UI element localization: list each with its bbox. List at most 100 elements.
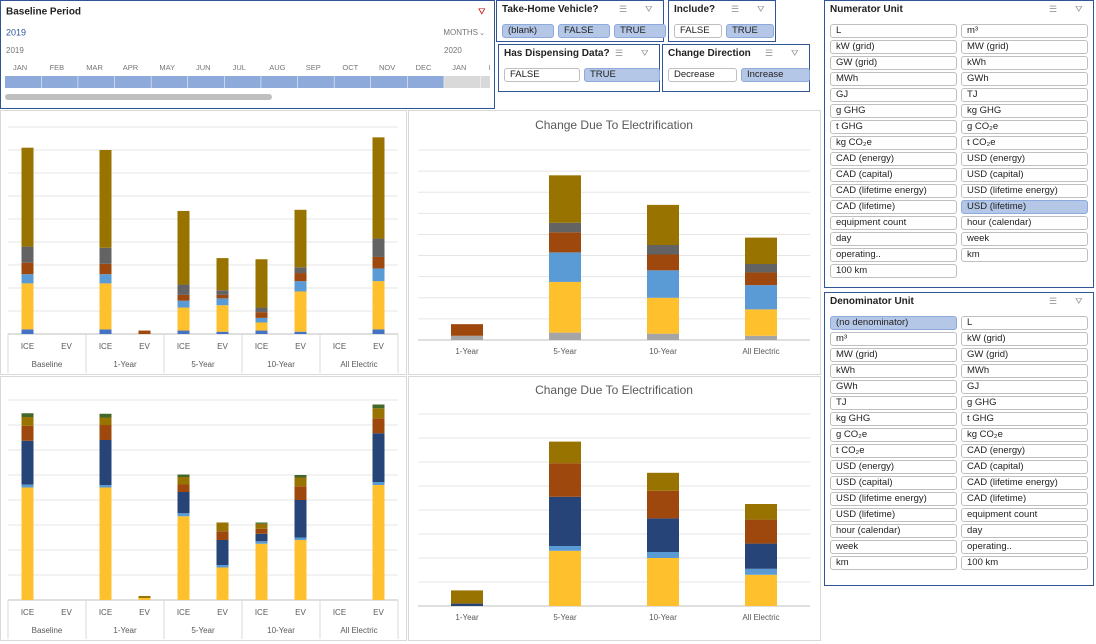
slicer-item[interactable]: g CO₂e xyxy=(961,120,1088,134)
slicer-item[interactable]: CAD (energy) xyxy=(830,152,957,166)
slicer-item[interactable]: USD (lifetime) xyxy=(961,200,1088,214)
slicer-item[interactable]: 100 km xyxy=(830,264,957,278)
slicer-item[interactable]: kW (grid) xyxy=(830,40,957,54)
slicer-item[interactable]: USD (capital) xyxy=(830,476,957,490)
slicer-item[interactable]: kWh xyxy=(830,364,957,378)
slicer-item[interactable]: kW (grid) xyxy=(961,332,1088,346)
slicer-item[interactable]: GWh xyxy=(961,72,1088,86)
timeline-scrollbar[interactable] xyxy=(5,94,272,100)
multi-select-icon[interactable]: ☰ xyxy=(1049,4,1058,14)
timeline-cell[interactable] xyxy=(261,76,298,88)
slicer-item[interactable]: km xyxy=(961,248,1088,262)
slicer-item[interactable]: week xyxy=(830,540,957,554)
timeline-cell[interactable] xyxy=(480,76,517,88)
clear-filter-icon[interactable]: ⛛ xyxy=(1075,4,1083,14)
multi-select-icon[interactable]: ☰ xyxy=(1049,296,1058,306)
slicer-item[interactable]: MW (grid) xyxy=(830,348,957,362)
slicer-item[interactable]: g CO₂e xyxy=(830,428,957,442)
clear-filter-icon[interactable]: ⛛ xyxy=(791,48,799,58)
clear-filter-icon[interactable]: ⛛ xyxy=(757,4,765,14)
slicer-item[interactable]: TJ xyxy=(961,88,1088,102)
slicer-item[interactable]: CAD (energy) xyxy=(961,444,1088,458)
clear-filter-icon[interactable]: ⛛ xyxy=(1075,296,1083,306)
timeline-cell[interactable] xyxy=(224,76,261,88)
slicer-item[interactable]: t CO₂e xyxy=(961,136,1088,150)
clear-filter-icon[interactable]: ⛛ xyxy=(641,48,649,58)
slicer-item[interactable]: USD (energy) xyxy=(961,152,1088,166)
slicer-item[interactable]: TRUE xyxy=(726,24,774,38)
slicer-item[interactable]: (blank) xyxy=(502,24,554,38)
slicer-item[interactable]: TJ xyxy=(830,396,957,410)
clear-filter-icon[interactable]: ⛛ xyxy=(645,4,653,14)
slicer-item[interactable]: day xyxy=(961,524,1088,538)
slicer-item[interactable]: L xyxy=(830,24,957,38)
slicer-item[interactable]: GW (grid) xyxy=(961,348,1088,362)
slicer-item[interactable]: operating.. xyxy=(961,540,1088,554)
slicer-item[interactable]: t CO₂e xyxy=(830,444,957,458)
slicer-item[interactable]: hour (calendar) xyxy=(961,216,1088,230)
slicer-item[interactable]: MWh xyxy=(961,364,1088,378)
slicer-item[interactable]: week xyxy=(961,232,1088,246)
slicer-item[interactable]: hour (calendar) xyxy=(830,524,957,538)
slicer-item[interactable]: g GHG xyxy=(961,396,1088,410)
slicer-item[interactable]: kg GHG xyxy=(961,104,1088,118)
slicer-item[interactable]: Decrease xyxy=(668,68,737,82)
timeline-cell[interactable] xyxy=(41,76,78,88)
multi-select-icon[interactable]: ☰ xyxy=(731,4,740,14)
slicer-item[interactable]: FALSE xyxy=(674,24,722,38)
slicer-item[interactable]: Increase xyxy=(741,68,810,82)
timeline-cell[interactable] xyxy=(334,76,371,88)
slicer-item[interactable]: USD (lifetime energy) xyxy=(830,492,957,506)
slicer-item[interactable]: kg CO₂e xyxy=(830,136,957,150)
slicer-item[interactable]: 100 km xyxy=(961,556,1088,570)
slicer-item[interactable]: CAD (capital) xyxy=(961,460,1088,474)
timeline-cell[interactable] xyxy=(371,76,408,88)
slicer-item[interactable]: CAD (lifetime) xyxy=(830,200,957,214)
slicer-item[interactable]: MWh xyxy=(830,72,957,86)
multi-select-icon[interactable]: ☰ xyxy=(765,48,774,58)
timeline-cell[interactable] xyxy=(114,76,151,88)
slicer-item[interactable]: km xyxy=(830,556,957,570)
slicer-item[interactable]: m³ xyxy=(961,24,1088,38)
slicer-item[interactable]: USD (lifetime) xyxy=(830,508,957,522)
slicer-item[interactable]: kWh xyxy=(961,56,1088,70)
slicer-item[interactable]: GWh xyxy=(830,380,957,394)
timeline-cell[interactable] xyxy=(188,76,225,88)
slicer-item[interactable]: FALSE xyxy=(558,24,610,38)
slicer-item[interactable]: operating.. xyxy=(830,248,957,262)
slicer-item[interactable]: kg CO₂e xyxy=(961,428,1088,442)
timeline-cell[interactable] xyxy=(407,76,444,88)
slicer-item[interactable]: CAD (lifetime energy) xyxy=(961,476,1088,490)
slicer-item[interactable]: USD (energy) xyxy=(830,460,957,474)
slicer-item[interactable]: kg GHG xyxy=(830,412,957,426)
timeline-cell[interactable] xyxy=(5,76,42,88)
slicer-item[interactable]: (no denominator) xyxy=(830,316,957,330)
slicer-item[interactable]: g GHG xyxy=(830,104,957,118)
timeline-cell[interactable] xyxy=(78,76,115,88)
timeline-cell[interactable] xyxy=(151,76,188,88)
slicer-item[interactable]: USD (lifetime energy) xyxy=(961,184,1088,198)
timeline-cell[interactable] xyxy=(444,76,481,88)
slicer-item[interactable]: t GHG xyxy=(830,120,957,134)
slicer-item[interactable]: FALSE xyxy=(504,68,580,82)
slicer-item[interactable]: CAD (lifetime) xyxy=(961,492,1088,506)
slicer-item[interactable]: equipment count xyxy=(961,508,1088,522)
slicer-item[interactable]: GJ xyxy=(961,380,1088,394)
slicer-item[interactable]: GW (grid) xyxy=(830,56,957,70)
slicer-item[interactable]: equipment count xyxy=(830,216,957,230)
slicer-item[interactable]: CAD (lifetime energy) xyxy=(830,184,957,198)
slicer-item[interactable]: L xyxy=(961,316,1088,330)
slicer-item[interactable]: t GHG xyxy=(961,412,1088,426)
slicer-item[interactable]: m³ xyxy=(830,332,957,346)
slicer-item[interactable]: USD (capital) xyxy=(961,168,1088,182)
multi-select-icon[interactable]: ☰ xyxy=(619,4,628,14)
slicer-item[interactable]: TRUE xyxy=(584,68,660,82)
slicer-item[interactable]: TRUE xyxy=(614,24,666,38)
multi-select-icon[interactable]: ☰ xyxy=(615,48,624,58)
timeline-cell[interactable] xyxy=(297,76,334,88)
slicer-item[interactable]: GJ xyxy=(830,88,957,102)
timeline-level[interactable]: MONTHS xyxy=(443,28,478,37)
slicer-item[interactable]: day xyxy=(830,232,957,246)
slicer-item[interactable]: CAD (capital) xyxy=(830,168,957,182)
slicer-item[interactable]: MW (grid) xyxy=(961,40,1088,54)
